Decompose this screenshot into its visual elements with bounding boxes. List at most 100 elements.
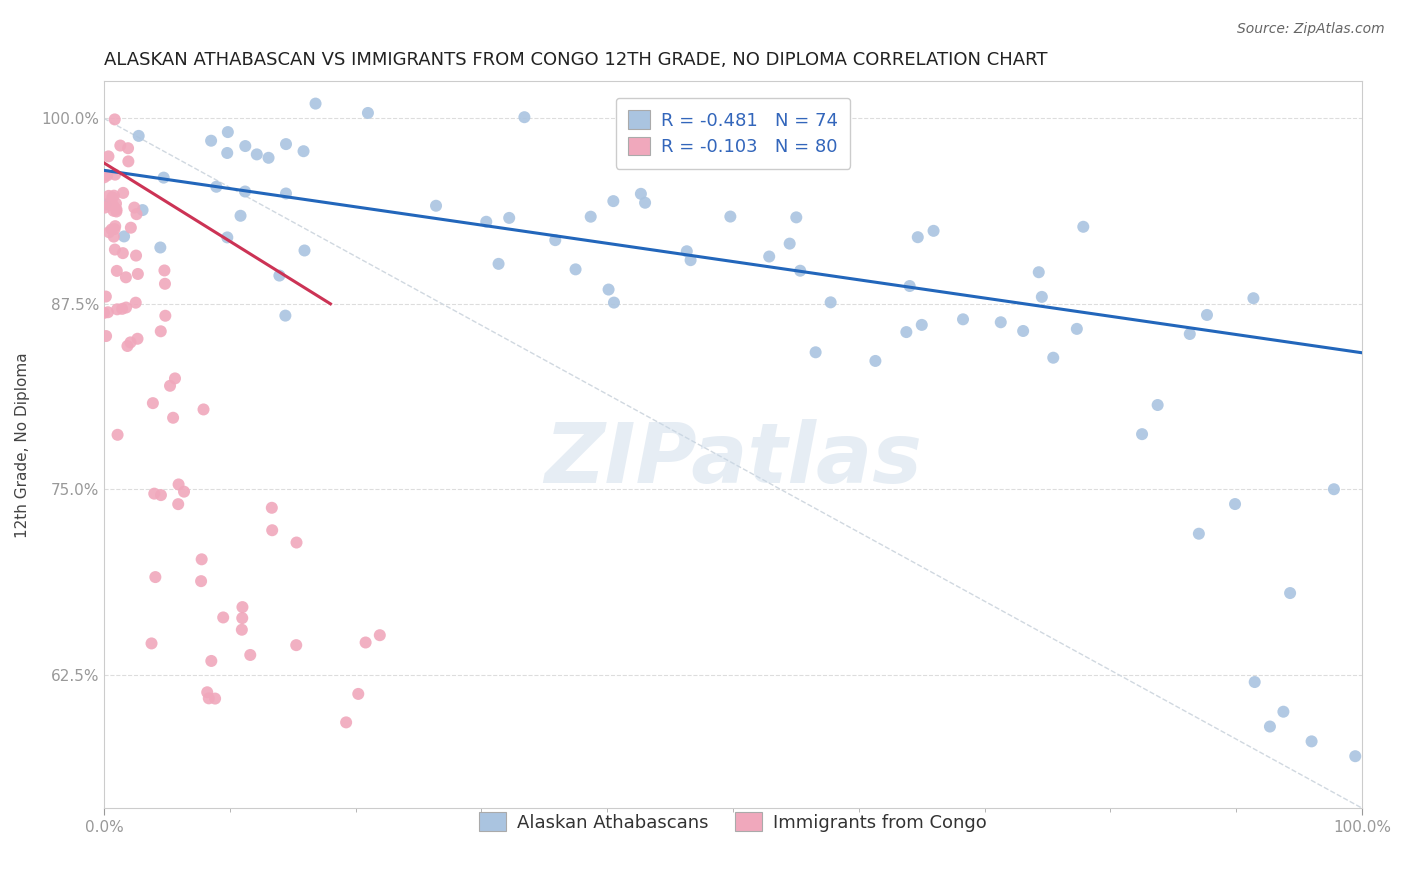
Point	[475, 215, 498, 229]
Point	[922, 224, 945, 238]
Point	[96, 169, 118, 183]
Text: Source: ZipAtlas.com: Source: ZipAtlas.com	[1237, 22, 1385, 37]
Point	[112, 186, 135, 200]
Point	[117, 154, 139, 169]
Point	[292, 145, 315, 159]
Point	[104, 243, 127, 257]
Point	[105, 204, 128, 219]
Point	[105, 264, 128, 278]
Y-axis label: 12th Grade, No Diploma: 12th Grade, No Diploma	[15, 352, 30, 538]
Point	[233, 185, 256, 199]
Point	[231, 623, 253, 637]
Point	[105, 202, 128, 217]
Point	[117, 141, 139, 155]
Point	[162, 410, 184, 425]
Point	[1258, 720, 1281, 734]
Point	[155, 309, 177, 323]
Point	[1272, 705, 1295, 719]
Point	[229, 209, 252, 223]
Point	[785, 211, 807, 225]
Point	[167, 497, 190, 511]
Point	[285, 638, 308, 652]
Point	[101, 198, 124, 212]
Point	[111, 301, 134, 316]
Point	[101, 190, 124, 204]
Point	[94, 201, 117, 215]
Point	[260, 500, 283, 515]
Point	[285, 535, 308, 549]
Point	[94, 329, 117, 343]
Point	[97, 305, 120, 319]
Point	[1241, 291, 1264, 305]
Point	[200, 134, 222, 148]
Point	[425, 199, 447, 213]
Point	[115, 301, 138, 315]
Point	[128, 128, 150, 143]
Point	[1195, 308, 1218, 322]
Point	[112, 229, 135, 244]
Point	[1146, 398, 1168, 412]
Point	[598, 283, 620, 297]
Point	[679, 253, 702, 268]
Point	[1012, 324, 1035, 338]
Point	[173, 484, 195, 499]
Point	[98, 225, 121, 239]
Point	[820, 295, 842, 310]
Point	[212, 610, 235, 624]
Point	[127, 332, 149, 346]
Point	[1066, 322, 1088, 336]
Point	[141, 636, 163, 650]
Point	[952, 312, 974, 326]
Point	[152, 170, 174, 185]
Point	[131, 203, 153, 218]
Point	[127, 267, 149, 281]
Point	[94, 289, 117, 303]
Point	[513, 110, 536, 124]
Point	[93, 170, 115, 185]
Point	[149, 324, 172, 338]
Point	[498, 211, 520, 225]
Point	[1323, 482, 1346, 496]
Point	[804, 345, 827, 359]
Point	[1071, 219, 1094, 234]
Point	[217, 125, 239, 139]
Point	[1344, 749, 1367, 764]
Point	[167, 477, 190, 491]
Point	[115, 270, 138, 285]
Point	[544, 233, 567, 247]
Point	[198, 691, 221, 706]
Point	[865, 354, 887, 368]
Point	[294, 244, 316, 258]
Point	[190, 552, 212, 566]
Point	[911, 318, 934, 332]
Point	[602, 194, 624, 208]
Point	[1178, 326, 1201, 341]
Point	[98, 197, 121, 211]
Text: ZIPatlas: ZIPatlas	[544, 418, 922, 500]
Point	[190, 574, 212, 589]
Point	[105, 196, 128, 211]
Point	[1031, 290, 1053, 304]
Point	[94, 197, 117, 211]
Point	[274, 186, 297, 201]
Point	[274, 137, 297, 152]
Point	[1243, 675, 1265, 690]
Point	[104, 112, 127, 127]
Point	[125, 295, 148, 310]
Point	[1301, 734, 1323, 748]
Point	[125, 207, 148, 221]
Point	[105, 302, 128, 317]
Point	[193, 402, 215, 417]
Point	[274, 309, 297, 323]
Point	[233, 139, 256, 153]
Point	[335, 715, 357, 730]
Point	[357, 106, 380, 120]
Text: ALASKAN ATHABASCAN VS IMMIGRANTS FROM CONGO 12TH GRADE, NO DIPLOMA CORRELATION C: ALASKAN ATHABASCAN VS IMMIGRANTS FROM CO…	[104, 51, 1047, 69]
Point	[246, 147, 269, 161]
Point	[120, 220, 142, 235]
Point	[675, 244, 697, 259]
Point	[143, 486, 166, 500]
Point	[159, 378, 181, 392]
Point	[200, 654, 222, 668]
Point	[142, 396, 165, 410]
